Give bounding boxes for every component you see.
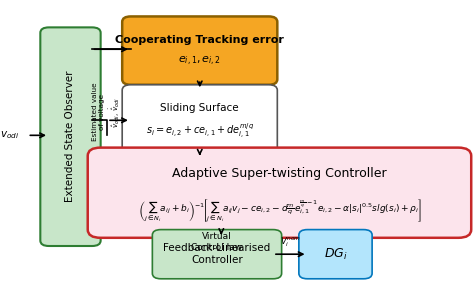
FancyBboxPatch shape <box>40 27 100 246</box>
Text: Extended State Observer: Extended State Observer <box>65 71 75 202</box>
FancyBboxPatch shape <box>122 85 277 156</box>
Text: Sliding Surface: Sliding Surface <box>160 103 239 113</box>
Text: Estimated value
of voltage
$\hat{v}_{odi},\,\dot{\hat{v}}_{odi}$: Estimated value of voltage $\hat{v}_{odi… <box>92 83 122 141</box>
Text: $s_i = e_{i,2} + ce_{i,1} + de_{i,1}^{m/q}$: $s_i = e_{i,2} + ce_{i,1} + de_{i,1}^{m/… <box>146 122 254 141</box>
Text: $v_{odi}$: $v_{odi}$ <box>0 130 19 141</box>
Text: $DG_i$: $DG_i$ <box>324 247 347 262</box>
Text: Adaptive Super-twisting Controller: Adaptive Super-twisting Controller <box>172 167 387 180</box>
Text: Feedback-Linearised
Controller: Feedback-Linearised Controller <box>164 243 271 265</box>
Text: Virtual
Control law: Virtual Control law <box>191 232 243 252</box>
FancyBboxPatch shape <box>152 230 282 279</box>
Text: Cooperating Tracking error: Cooperating Tracking error <box>115 35 284 45</box>
Text: $V_i^{nom}$: $V_i^{nom}$ <box>280 235 301 249</box>
FancyBboxPatch shape <box>122 17 277 85</box>
Text: $e_{i,1}, e_{i,2}$: $e_{i,1}, e_{i,2}$ <box>178 55 221 68</box>
FancyBboxPatch shape <box>88 148 471 238</box>
Text: $\left(\sum_{j \in N_i} a_{ij} + b_i\right)^{-1}\!\left[\sum_{j \in N_i} a_{ij}v: $\left(\sum_{j \in N_i} a_{ij} + b_i\rig… <box>137 197 421 224</box>
FancyBboxPatch shape <box>299 230 372 279</box>
